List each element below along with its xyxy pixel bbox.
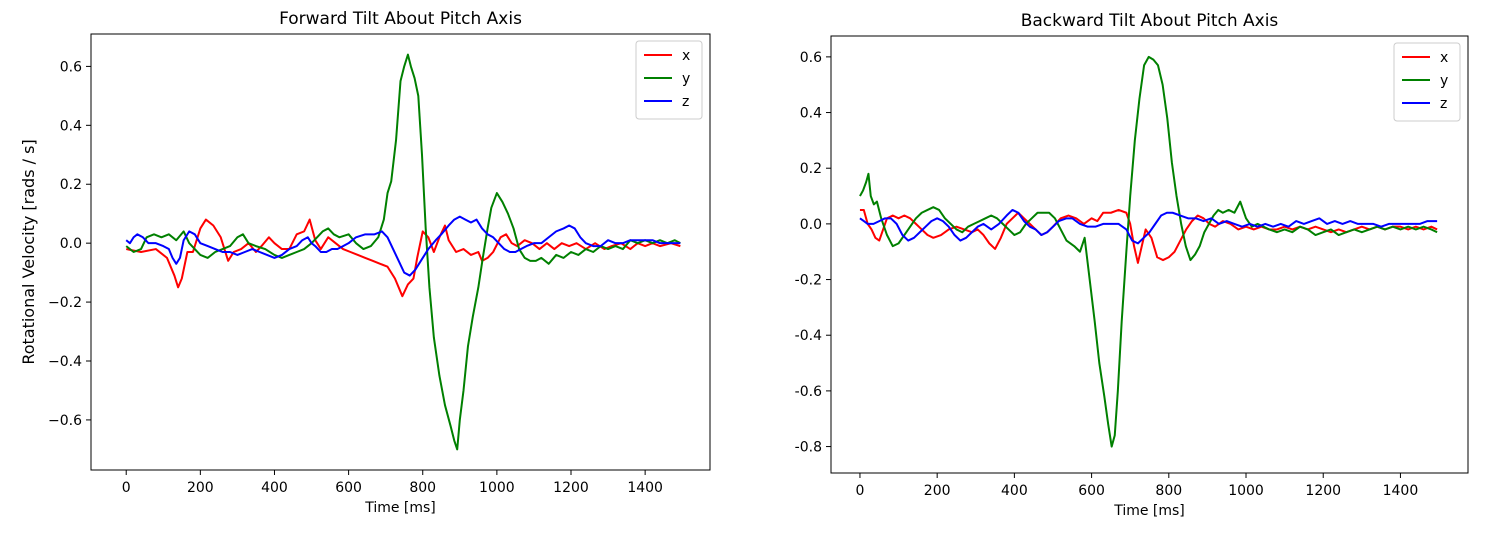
x-axis-label: Time [ms] <box>364 500 436 516</box>
y-tick-label: 0.2 <box>60 177 82 193</box>
series-line-y <box>125 53 681 451</box>
series-line-z <box>125 215 681 277</box>
series-group <box>859 55 1438 448</box>
x-tick-label: 600 <box>1078 483 1105 499</box>
y-tick-label: -0.2 <box>795 273 822 289</box>
x-tick-label: 0 <box>122 480 131 496</box>
x-tick-label: 200 <box>924 483 951 499</box>
x-tick-label: 800 <box>409 480 436 496</box>
y-tick-label: −0.6 <box>48 413 82 429</box>
x-tick-label: 600 <box>335 480 362 496</box>
y-tick-label: −0.2 <box>48 295 82 311</box>
x-tick-label: 1200 <box>1305 483 1341 499</box>
series-line-x <box>859 208 1438 264</box>
x-tick-label: 1400 <box>1383 483 1419 499</box>
y-tick-label: 0.6 <box>800 50 822 66</box>
x-tick-label: 0 <box>855 483 864 499</box>
legend: xyz <box>1393 42 1461 122</box>
legend-label-z: z <box>1440 96 1447 112</box>
y-tick-label: -0.8 <box>795 440 822 456</box>
x-tick-label: 200 <box>187 480 214 496</box>
x-tick-label: 400 <box>261 480 288 496</box>
legend-label-y: y <box>1440 73 1448 89</box>
legend-label-z: z <box>682 94 689 110</box>
legend-label-y: y <box>682 71 690 87</box>
y-tick-label: 0.2 <box>800 161 822 177</box>
y-tick-label: -0.4 <box>795 328 822 344</box>
legend: xyz <box>635 40 703 120</box>
series-group <box>125 53 681 451</box>
x-tick-label: 1000 <box>1228 483 1264 499</box>
legend-label-x: x <box>682 48 690 64</box>
x-tick-label: 1000 <box>479 480 515 496</box>
plot-frame <box>830 35 1469 474</box>
legend-box <box>1393 42 1461 122</box>
chart-title: Backward Tilt About Pitch Axis <box>1021 11 1279 31</box>
series-line-z <box>859 208 1438 245</box>
chart-title: Forward Tilt About Pitch Axis <box>279 9 522 29</box>
x-tick-label: 1400 <box>627 480 663 496</box>
series-line-x <box>126 218 681 298</box>
backward-tilt-chart: 0 200 400 600 800 1000 1200 1400 -0.8 -0.6 -0.4 -0.… <box>795 11 1469 519</box>
y-axis-label: Rotational Velocity [rads / s] <box>19 139 38 364</box>
y-tick-label: 0.0 <box>800 217 822 233</box>
legend-label-x: x <box>1440 50 1448 66</box>
y-tick-label: −0.4 <box>48 354 82 370</box>
forward-tilt-chart: 0 200 400 600 800 1000 1200 1400 −0.6 −0.4 −0.2 0.0… <box>19 9 711 516</box>
x-tick-label: 1200 <box>553 480 589 496</box>
x-tick-label: 400 <box>1001 483 1028 499</box>
y-tick-label: 0.0 <box>60 236 82 252</box>
y-tick-label: -0.6 <box>795 384 822 400</box>
y-tick-label: 0.4 <box>800 106 822 122</box>
series-line-y <box>859 55 1438 448</box>
y-tick-label: 0.4 <box>60 118 82 134</box>
plot-frame <box>90 33 711 471</box>
x-tick-label: 800 <box>1155 483 1182 499</box>
x-axis-label: Time [ms] <box>1113 503 1185 519</box>
y-tick-label: 0.6 <box>60 59 82 75</box>
legend-box <box>635 40 703 120</box>
